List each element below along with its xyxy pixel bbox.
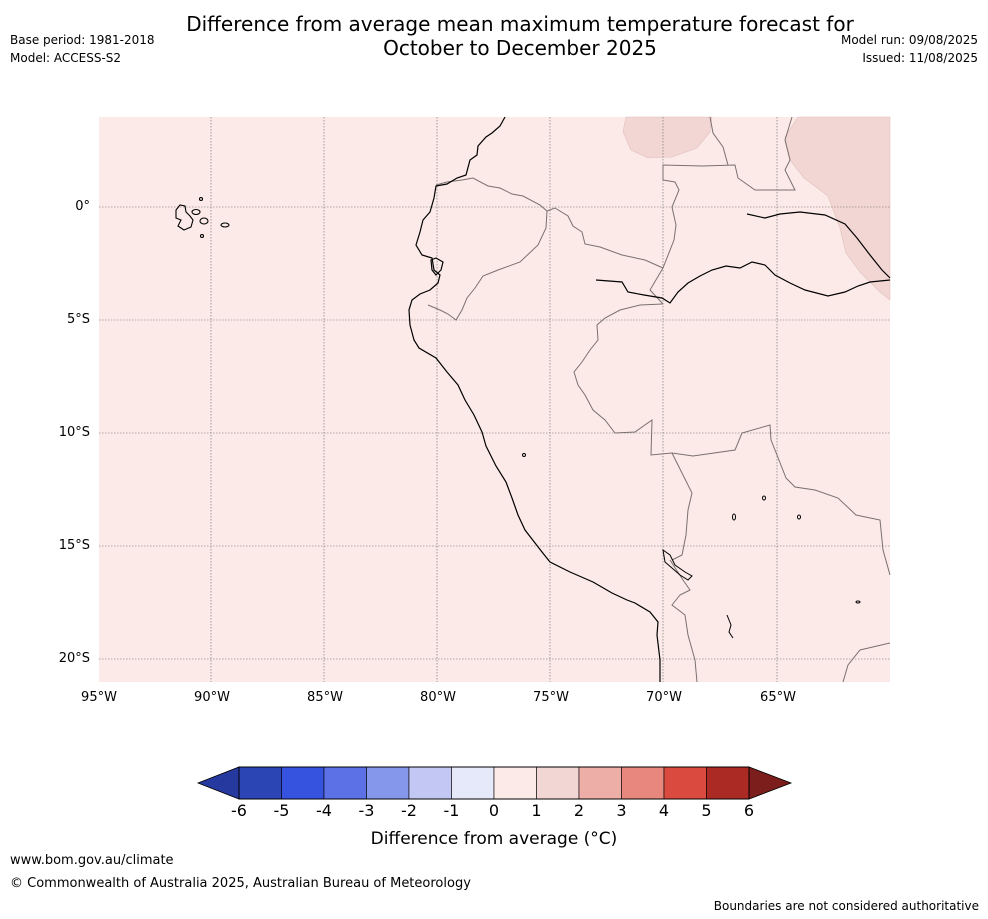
colorbar-segment <box>663 766 707 800</box>
lake-titicaca <box>662 548 693 581</box>
copyright: © Commonwealth of Australia 2025, Austra… <box>10 876 471 891</box>
colorbar-label: Difference from average (°C) <box>370 829 618 849</box>
colorbar-tick-label: 5 <box>701 801 712 820</box>
chart-title: Difference from average mean maximum tem… <box>0 12 988 60</box>
colorbar-segment <box>366 766 410 800</box>
lon-label-90w: 90°W <box>194 690 230 705</box>
colorbar-segment <box>281 766 325 800</box>
disclaimer: Boundaries are not considered authoritat… <box>713 899 979 913</box>
colorbar-segment <box>493 766 537 800</box>
lat-label-0: 0° <box>75 199 90 214</box>
galapagos-islands <box>175 196 230 239</box>
colorbar-tick-label: 6 <box>743 801 755 820</box>
base-period: Base period: 1981-2018 <box>10 33 155 47</box>
gridlines <box>99 117 890 682</box>
model-name: Model: ACCESS-S2 <box>10 51 122 65</box>
colorbar-segment <box>238 766 282 800</box>
lon-label-70w: 70°W <box>646 690 682 705</box>
lon-label-80w: 80°W <box>420 690 456 705</box>
coastline <box>408 116 891 682</box>
colorbar-tick-label: 4 <box>658 801 670 820</box>
lat-label-5s: 5°S <box>66 312 90 327</box>
colorbar-tick-label: -5 <box>273 801 290 820</box>
colorbar-segment <box>323 766 367 800</box>
colorbar-tick-label: -6 <box>231 801 247 820</box>
colorbar-segment <box>408 766 452 800</box>
meta-right: Model run: 09/08/2025 Issued: 11/08/2025 <box>841 31 978 67</box>
colorbar-tick-label: 3 <box>616 801 627 820</box>
map-background <box>99 117 890 682</box>
colorbar-tick-label: 2 <box>573 801 585 820</box>
colorbar-segment <box>451 766 495 800</box>
model-run: Model run: 09/08/2025 <box>840 33 978 47</box>
colorbar-segment <box>621 766 665 800</box>
title-line-2: October to December 2025 <box>383 36 657 60</box>
lon-label-65w: 65°W <box>760 690 796 705</box>
colorbar-extend-high <box>748 766 793 800</box>
title-line-1: Difference from average mean maximum tem… <box>186 12 854 36</box>
bom-url: www.bom.gov.au/climate <box>10 853 174 868</box>
meta-left: Base period: 1981-2018 Model: ACCESS-S2 <box>10 31 155 67</box>
colorbar-tick-label: 0 <box>488 801 500 820</box>
small-lakes <box>522 453 861 639</box>
lon-label-85w: 85°W <box>307 690 343 705</box>
lat-label-15s: 15°S <box>58 538 90 553</box>
colorbar-segment <box>536 766 580 800</box>
colorbar-tick-label: -4 <box>316 801 332 820</box>
colorbar-tick-label: -3 <box>358 801 375 820</box>
colorbar-tick-label: -2 <box>401 801 417 820</box>
lon-label-95w: 95°W <box>81 690 117 705</box>
colorbar-tick-label: -1 <box>443 801 460 820</box>
lat-label-10s: 10°S <box>58 425 90 440</box>
colorbar-segment <box>706 766 750 800</box>
lat-label-20s: 20°S <box>58 651 90 666</box>
lon-label-75w: 75°W <box>533 690 569 705</box>
colorbar-segment <box>578 766 622 800</box>
issued-date: Issued: 11/08/2025 <box>862 51 978 65</box>
colorbar-extend-low <box>196 766 240 800</box>
country-borders <box>427 116 891 683</box>
colorbar-tick-label: 1 <box>531 801 542 820</box>
